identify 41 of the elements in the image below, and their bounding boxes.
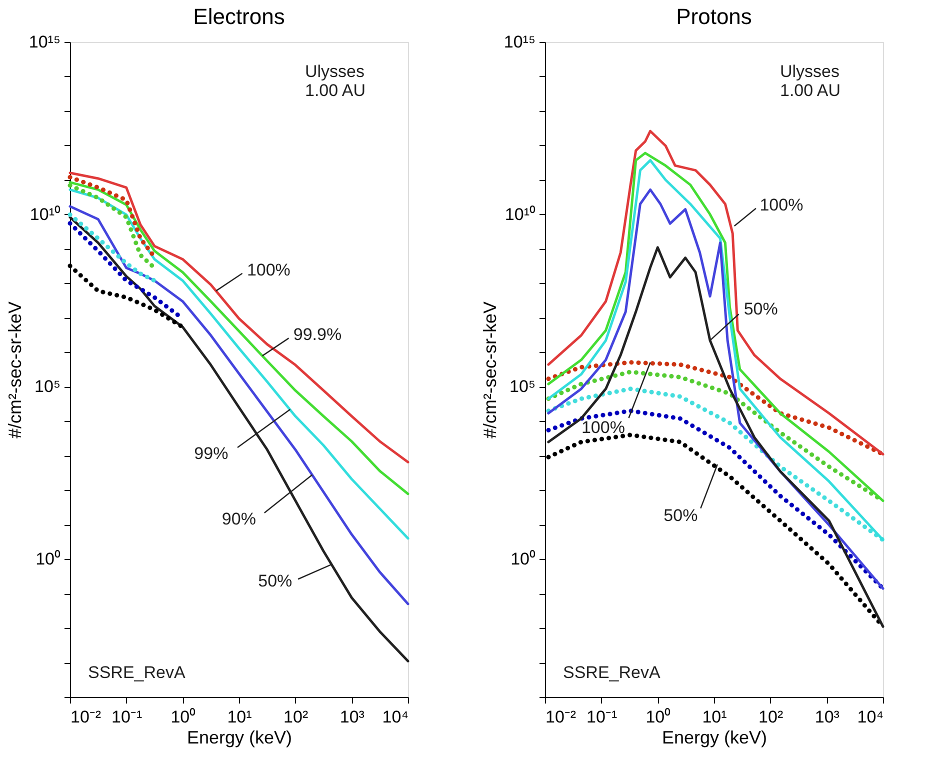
annotation: Ulysses 1.00 AU: [780, 62, 840, 100]
x-tick-label: 10²: [284, 708, 308, 726]
y-axis-title: #/cm²-sec-sr-keV: [480, 301, 500, 439]
x-tick-label: 10⁴: [382, 708, 408, 726]
y-tick-label: 10¹⁰: [30, 204, 60, 224]
x-tick-label: 10⁰: [170, 708, 196, 726]
x-tick-label: 10¹: [702, 708, 728, 726]
y-tick-label: 10⁵: [34, 377, 60, 396]
x-tick-label: 10⁰: [646, 708, 671, 726]
x-tick-label: 10⁻²: [546, 708, 576, 726]
annotation: SSRE_RevA: [88, 663, 186, 682]
x-tick-label: 10⁻¹: [112, 708, 142, 726]
x-tick-label: 10¹: [227, 708, 252, 726]
x-axis-title: Energy (keV): [662, 728, 768, 748]
x-tick-label: 10⁻²: [70, 708, 102, 726]
chart-title: Electrons: [193, 4, 285, 29]
x-tick-label: 10⁻¹: [586, 708, 618, 726]
x-tick-label: 10³: [340, 708, 365, 726]
x-axis-title: Energy (keV): [186, 728, 292, 748]
annotation: 50%: [258, 572, 292, 591]
x-tick-label: 10⁴: [857, 708, 884, 726]
y-axis-title: #/cm²-sec-sr-keV: [4, 301, 25, 439]
annotation: SSRE_RevA: [563, 663, 661, 682]
y-tick-label: 10¹⁰: [504, 204, 536, 224]
annotation: Ulysses 1.00 AU: [305, 62, 366, 100]
y-tick-label: 10⁵: [510, 377, 536, 396]
annotation: 99.9%: [293, 325, 342, 344]
y-tick-label: 10¹⁵: [504, 32, 536, 52]
annotation: 100%: [246, 260, 290, 280]
y-tick-label: 10⁰: [36, 550, 60, 569]
annotation: 50%: [664, 506, 698, 526]
annotation: 90%: [222, 510, 256, 529]
annotation: 99%: [194, 444, 228, 464]
annotation: 50%: [744, 299, 778, 318]
chart-title: Protons: [676, 4, 752, 29]
y-tick-label: 10⁰: [510, 550, 536, 569]
x-tick-label: 10³: [814, 708, 840, 726]
annotation: 100%: [760, 195, 804, 214]
annotation: 100%: [581, 418, 625, 437]
y-tick-label: 10¹⁵: [28, 32, 60, 52]
x-tick-label: 10²: [758, 708, 784, 726]
